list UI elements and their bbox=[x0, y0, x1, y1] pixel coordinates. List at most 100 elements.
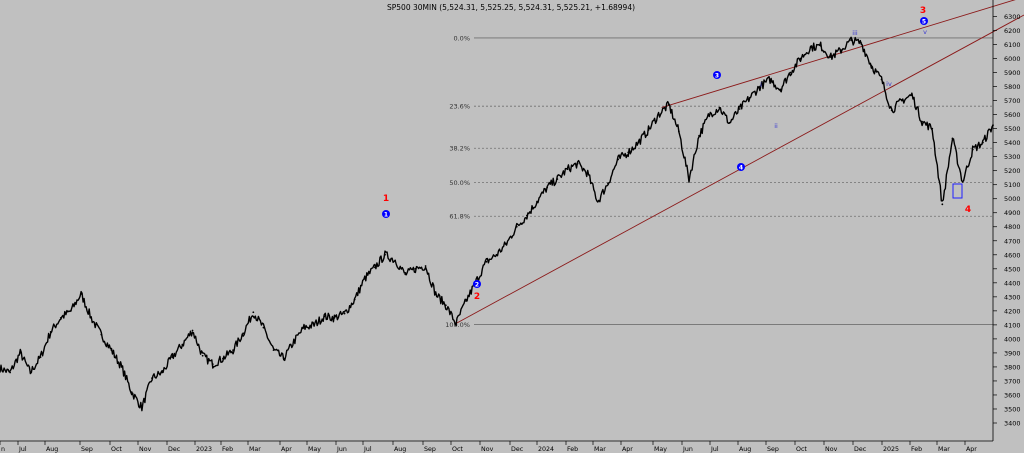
price-point bbox=[394, 259, 397, 262]
price-point bbox=[434, 293, 437, 295]
price-point bbox=[313, 323, 316, 326]
price-point bbox=[29, 371, 32, 374]
y-tick-label: 5300 bbox=[1004, 153, 1021, 161]
wave-label-minor: 1 bbox=[384, 211, 388, 218]
y-tick-label: 4900 bbox=[1004, 209, 1021, 217]
y-tick-label: 3700 bbox=[1004, 377, 1021, 385]
price-point bbox=[343, 312, 346, 315]
price-point bbox=[19, 352, 22, 354]
x-tick-label: Nov bbox=[481, 446, 494, 453]
price-point bbox=[718, 106, 721, 109]
fib-label: 23.6% bbox=[449, 103, 470, 111]
x-tick-label: Mar bbox=[594, 446, 606, 453]
price-point bbox=[890, 109, 893, 112]
x-tick-label: Dec bbox=[854, 446, 867, 453]
wave-circle bbox=[713, 71, 721, 79]
y-tick-label: 4300 bbox=[1004, 293, 1021, 301]
price-point bbox=[870, 64, 873, 67]
x-tick-label: 2024 bbox=[538, 446, 554, 453]
x-tick-label: Sep bbox=[81, 446, 93, 453]
price-point bbox=[657, 113, 660, 116]
price-point bbox=[110, 349, 113, 352]
x-tick-label: n bbox=[1, 446, 5, 453]
x-tick-label: Mar bbox=[249, 446, 261, 453]
price-point bbox=[637, 141, 640, 144]
price-point bbox=[627, 151, 630, 154]
y-tick-label: 3800 bbox=[1004, 363, 1021, 371]
price-point bbox=[779, 88, 782, 91]
price-point bbox=[9, 371, 12, 374]
x-tick-label: 2023 bbox=[196, 446, 212, 453]
price-point bbox=[525, 214, 528, 217]
wave-label-primary: 3 bbox=[920, 6, 926, 16]
x-tick-label: May bbox=[654, 446, 667, 453]
wave-label-primary: 4 bbox=[965, 205, 971, 215]
y-tick-label: 4200 bbox=[1004, 307, 1021, 315]
x-tick-label: Aug bbox=[739, 446, 751, 453]
x-tick-label: Sep bbox=[767, 446, 779, 453]
price-point bbox=[272, 349, 275, 352]
selection-box[interactable] bbox=[952, 183, 963, 199]
y-tick-label: 5000 bbox=[1004, 195, 1021, 203]
y-tick-label: 4400 bbox=[1004, 279, 1021, 287]
price-point bbox=[647, 129, 650, 131]
price-point bbox=[161, 371, 164, 374]
price-point bbox=[242, 332, 245, 335]
price-point bbox=[546, 186, 549, 189]
price-point bbox=[971, 148, 974, 151]
x-tick-label: Feb bbox=[567, 446, 578, 453]
price-point bbox=[759, 85, 761, 88]
x-tick-label: Oct bbox=[796, 446, 807, 453]
price-point bbox=[485, 260, 488, 263]
price-point bbox=[576, 162, 579, 165]
x-tick-label: Jul bbox=[363, 446, 372, 453]
price-point bbox=[333, 316, 336, 319]
wave-label-minor: 2 bbox=[475, 281, 479, 288]
price-point bbox=[698, 134, 701, 137]
price-point bbox=[424, 265, 427, 267]
x-tick-label: Feb bbox=[911, 446, 922, 453]
x-tick-label: Jul bbox=[710, 446, 719, 453]
y-tick-label: 6000 bbox=[1004, 55, 1021, 63]
price-point bbox=[809, 46, 812, 49]
x-tick-label: Oct bbox=[111, 446, 122, 453]
y-tick-label: 3400 bbox=[1004, 420, 1021, 428]
y-tick-label: 5500 bbox=[1004, 125, 1021, 133]
wave-circle bbox=[473, 280, 481, 288]
y-tick-label: 5800 bbox=[1004, 83, 1021, 91]
y-tick-label: 6300 bbox=[1004, 13, 1021, 21]
wave-circle bbox=[737, 163, 745, 171]
y-tick-label: 4700 bbox=[1004, 237, 1021, 245]
y-tick-label: 5700 bbox=[1004, 97, 1021, 105]
price-point bbox=[921, 120, 923, 123]
price-point bbox=[0, 367, 1, 370]
price-point bbox=[840, 49, 842, 52]
price-point bbox=[323, 315, 326, 318]
fib-label: 61.8% bbox=[449, 213, 470, 221]
price-point bbox=[738, 108, 741, 110]
price-point bbox=[688, 178, 690, 180]
price-point bbox=[353, 298, 356, 301]
price-point bbox=[181, 343, 184, 346]
y-axis: 3400 3500 3600 3700 3800 3900 4000 4100 4200 4300… bbox=[992, 0, 1021, 441]
price-point bbox=[596, 200, 599, 203]
price-point bbox=[748, 96, 751, 99]
price-point bbox=[677, 130, 680, 133]
price-point bbox=[90, 316, 93, 319]
price-point bbox=[303, 326, 305, 329]
fib-label: 100.0% bbox=[445, 321, 470, 329]
price-point bbox=[566, 168, 569, 171]
price-point bbox=[505, 242, 508, 245]
wave-label-sub: ii bbox=[774, 122, 778, 130]
price-point bbox=[444, 304, 447, 307]
y-tick-label: 3900 bbox=[1004, 349, 1021, 357]
x-tick-label: Oct bbox=[452, 446, 463, 453]
price-point bbox=[667, 103, 670, 106]
price-point bbox=[607, 182, 609, 185]
price-point bbox=[728, 122, 731, 124]
price-point bbox=[799, 57, 802, 60]
y-tick-label: 5600 bbox=[1004, 111, 1021, 119]
